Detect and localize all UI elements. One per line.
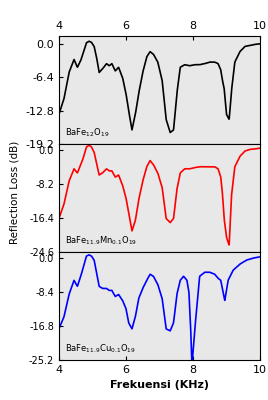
Text: BaFe$_{12}$O$_{19}$: BaFe$_{12}$O$_{19}$ (65, 126, 109, 139)
X-axis label: Frekuensi (KHz): Frekuensi (KHz) (110, 380, 209, 390)
Text: BaFe$_{11.9}$Cu$_{0.1}$O$_{19}$: BaFe$_{11.9}$Cu$_{0.1}$O$_{19}$ (65, 342, 136, 355)
Text: Reflection Loss (dB): Reflection Loss (dB) (10, 140, 20, 244)
Text: BaFe$_{11.9}$Mn$_{0.1}$O$_{19}$: BaFe$_{11.9}$Mn$_{0.1}$O$_{19}$ (65, 234, 137, 246)
